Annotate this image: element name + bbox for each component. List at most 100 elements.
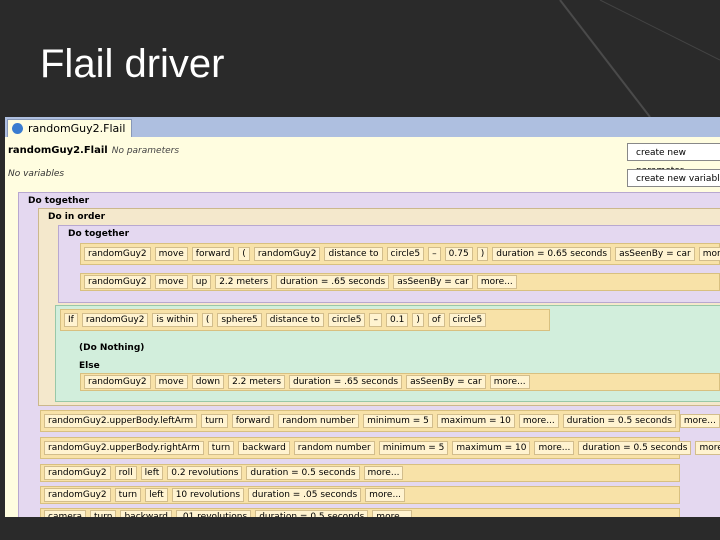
token[interactable]: 2.2 meters (228, 375, 286, 389)
token[interactable]: minimum = 5 (378, 441, 449, 455)
code-row[interactable]: Do together (22, 194, 99, 208)
token[interactable]: duration = .05 seconds (248, 488, 362, 502)
token[interactable]: Else (79, 361, 100, 371)
token[interactable]: – (369, 313, 382, 327)
token[interactable]: duration = 0.5 seconds (578, 441, 692, 455)
token[interactable]: circle5 (327, 313, 366, 327)
token[interactable]: ( (201, 313, 214, 327)
token[interactable]: minimum = 5 (363, 414, 433, 428)
token[interactable]: move (154, 275, 188, 289)
token[interactable]: ) (476, 247, 489, 261)
token[interactable]: asSeenBy = car (615, 247, 695, 261)
token[interactable]: ( (238, 247, 250, 261)
code-row[interactable]: Else (73, 359, 110, 373)
token[interactable]: 0.1 (385, 313, 409, 327)
token[interactable]: sphere5 (217, 313, 262, 327)
token[interactable]: duration = 0.5 seconds (255, 510, 369, 517)
token[interactable]: maximum = 10 (436, 414, 515, 428)
token[interactable]: – (428, 247, 441, 261)
button[interactable]: create new variable (627, 169, 720, 187)
token[interactable]: If (64, 313, 78, 327)
code-row[interactable]: randomGuy2 roll left 0.2 revolutions duratio… (40, 464, 680, 482)
token[interactable]: more... (363, 466, 404, 480)
parameters: No parameters (111, 146, 180, 156)
token[interactable]: turn (207, 441, 235, 455)
code-row[interactable]: randomGuy2.upperBody.leftArm turn forward r… (40, 410, 720, 432)
method-header: randomGuy2.Flail No parameters (5, 139, 720, 163)
code-row[interactable]: randomGuy2 move down 2.2 meters duration = .… (80, 373, 720, 391)
token[interactable]: move (154, 375, 188, 389)
button[interactable]: create new parameter (627, 143, 720, 176)
token[interactable]: forward (231, 414, 275, 428)
token[interactable]: asSeenBy = car (406, 375, 486, 389)
token[interactable]: 0.75 (444, 247, 473, 261)
tab-bar: randomGuy2.Flail (5, 117, 720, 137)
token[interactable]: distance to (324, 247, 383, 261)
token[interactable]: 0.2 revolutions (167, 466, 243, 480)
token[interactable]: distance to (265, 313, 324, 327)
token[interactable]: camera (44, 510, 86, 517)
token[interactable]: Do together (28, 196, 90, 206)
token[interactable]: turn (114, 488, 142, 502)
token[interactable]: more... (695, 441, 720, 455)
token[interactable]: more... (698, 247, 720, 261)
token[interactable]: backward (238, 441, 290, 455)
token[interactable]: .01 revolutions (176, 510, 252, 517)
token[interactable]: more... (518, 414, 559, 428)
token[interactable]: more... (489, 375, 530, 389)
token[interactable]: down (191, 375, 225, 389)
token[interactable]: turn (89, 510, 117, 517)
token[interactable]: 2.2 meters (215, 275, 273, 289)
token[interactable]: up (191, 275, 212, 289)
token[interactable]: more... (679, 414, 720, 428)
code-row[interactable]: If randomGuy2 is within(sphere5 distance to… (60, 309, 550, 331)
token[interactable]: forward (191, 247, 235, 261)
token[interactable]: is within (152, 313, 198, 327)
token[interactable]: randomGuy2 (84, 275, 151, 289)
token[interactable]: Do together (68, 229, 130, 239)
token[interactable]: randomGuy2 (253, 247, 321, 261)
code-row[interactable]: randomGuy2 move forward(randomGuy2 distance… (80, 243, 720, 265)
token[interactable]: randomGuy2 (44, 466, 111, 480)
code-row[interactable]: camera turn backward .01 revolutions duratio… (40, 508, 680, 517)
code-row[interactable]: Do in order (42, 210, 115, 224)
token[interactable]: random number (278, 414, 360, 428)
token[interactable]: backward (120, 510, 172, 517)
token[interactable]: randomGuy2 (81, 313, 149, 327)
code-row[interactable]: Do together (62, 227, 139, 241)
code-row[interactable]: randomGuy2 move up 2.2 meters duration = .65… (80, 273, 720, 291)
token[interactable]: more... (476, 275, 517, 289)
token[interactable]: (Do Nothing) (79, 343, 145, 353)
code-row[interactable]: randomGuy2 turn left 10 revolutions duration… (40, 486, 680, 504)
token[interactable]: 10 revolutions (171, 488, 245, 502)
token[interactable]: maximum = 10 (452, 441, 531, 455)
token[interactable]: random number (293, 441, 375, 455)
token[interactable]: turn (201, 414, 228, 428)
token[interactable]: randomGuy2 (84, 375, 151, 389)
token[interactable]: more... (534, 441, 575, 455)
token[interactable]: move (154, 247, 188, 261)
token[interactable]: duration = 0.5 seconds (246, 466, 360, 480)
code-row[interactable]: randomGuy2.upperBody.rightArm turn backwar… (40, 437, 720, 459)
token[interactable]: randomGuy2.upperBody.rightArm (44, 441, 204, 455)
token[interactable]: Do in order (48, 212, 106, 222)
token[interactable]: duration = .65 seconds (289, 375, 403, 389)
token[interactable]: randomGuy2 (44, 488, 111, 502)
token[interactable]: left (145, 488, 168, 502)
token[interactable]: duration = 0.65 seconds (492, 247, 612, 261)
token[interactable]: more... (372, 510, 413, 517)
token[interactable]: randomGuy2 (84, 247, 151, 261)
token[interactable]: ) (412, 313, 424, 327)
token[interactable]: of (427, 313, 445, 327)
token[interactable]: randomGuy2.upperBody.leftArm (44, 414, 198, 428)
token[interactable]: circle5 (448, 313, 487, 327)
token[interactable]: asSeenBy = car (393, 275, 473, 289)
token[interactable]: duration = 0.5 seconds (562, 414, 676, 428)
token[interactable]: duration = .65 seconds (276, 275, 390, 289)
token[interactable]: left (140, 466, 164, 480)
token[interactable]: more... (365, 488, 406, 502)
token[interactable]: circle5 (386, 247, 425, 261)
tab[interactable]: randomGuy2.Flail (7, 119, 133, 137)
token[interactable]: roll (114, 466, 137, 480)
code-row[interactable]: (Do Nothing) (73, 341, 154, 355)
